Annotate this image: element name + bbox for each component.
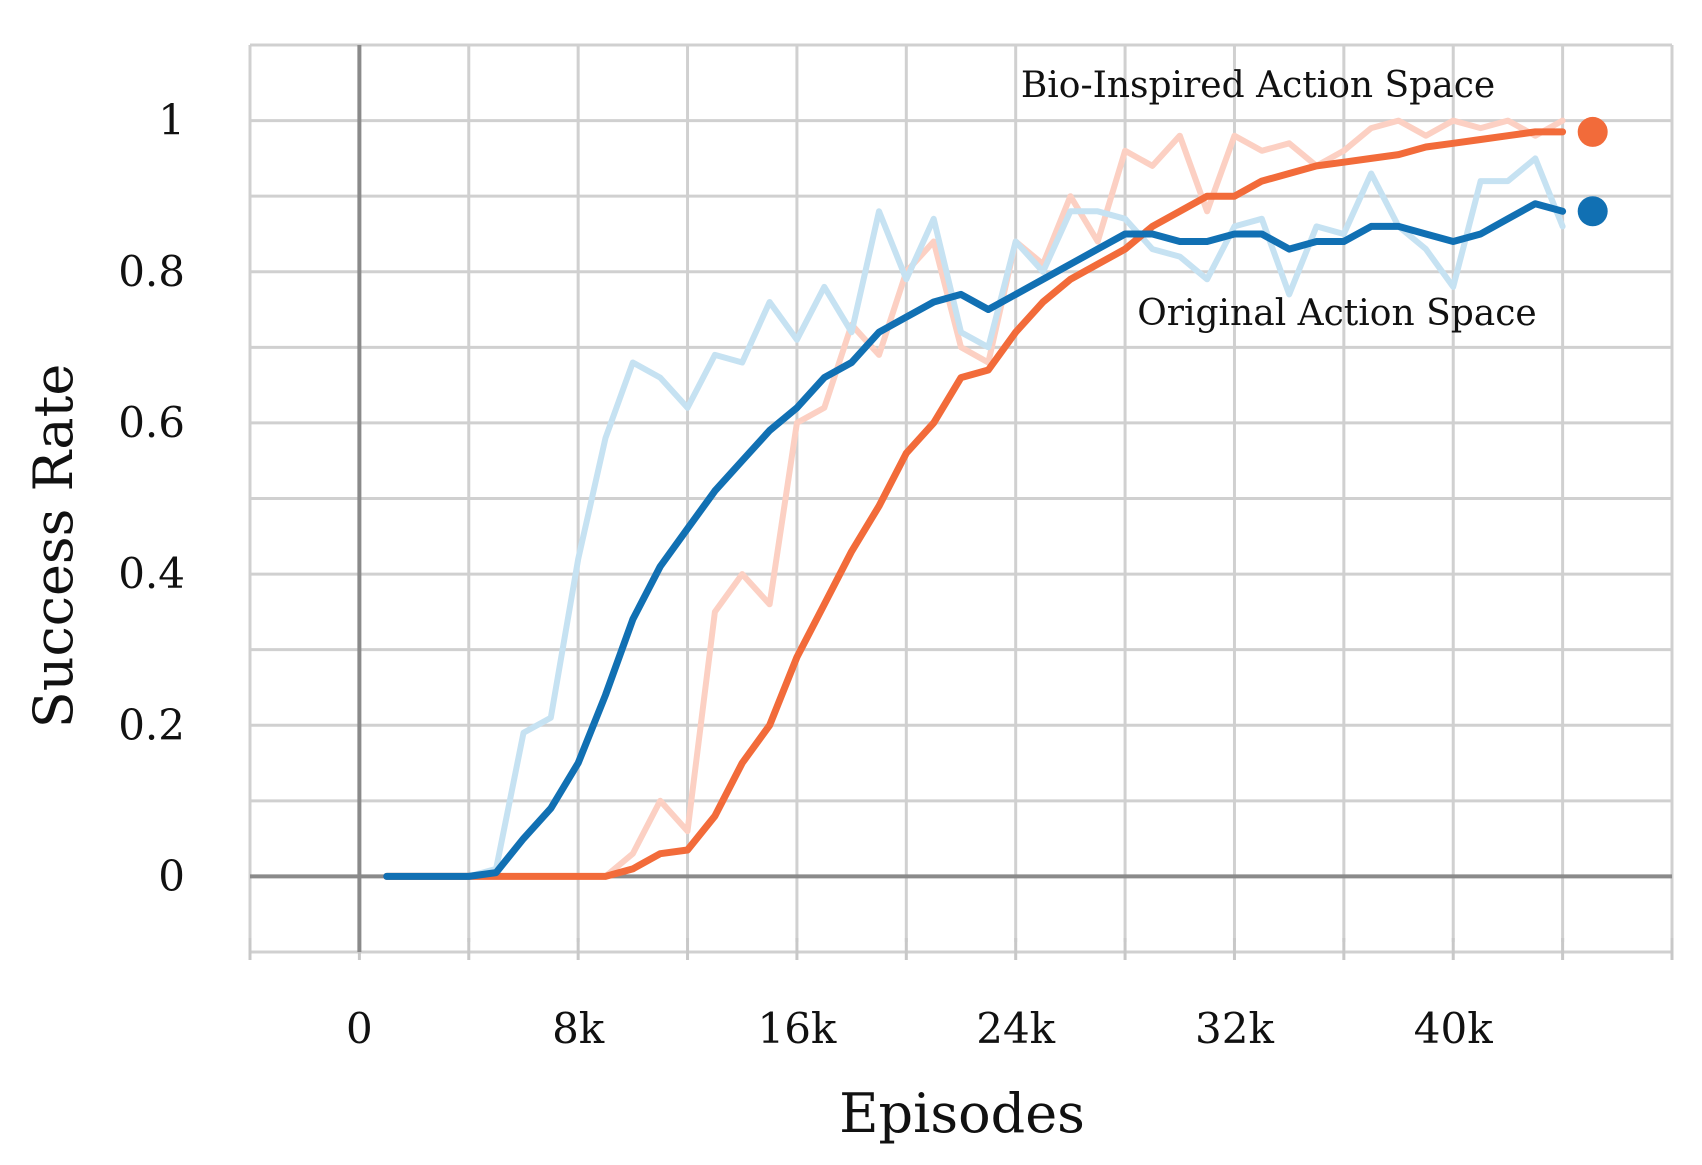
x-tick-label: 24k [976, 1004, 1055, 1053]
y-axis-title: Success Rate [22, 364, 85, 729]
y-tick-label: 0 [158, 851, 185, 900]
x-tick-label: 32k [1195, 1004, 1274, 1053]
series-line-orig [383, 200, 1567, 880]
y-tick-label: 0.2 [118, 700, 185, 749]
annotation-original: Original Action Space [1137, 293, 1536, 334]
grid [248, 43, 1674, 960]
x-tick-label: 16k [757, 1004, 836, 1053]
series-layer [383, 116, 1608, 880]
x-tick-label: 8k [552, 1004, 605, 1053]
x-tick-label: 40k [1414, 1004, 1493, 1053]
series-end-marker-orig [1577, 196, 1608, 227]
y-tick-label: 0.4 [118, 549, 185, 598]
annotation-bio-inspired: Bio-Inspired Action Space [1021, 65, 1495, 106]
series-raw-orig [383, 155, 1566, 880]
series-line-bio [383, 128, 1567, 880]
y-tick-label: 1 [158, 96, 185, 145]
ticks: 0 0.2 0.4 0.6 0.8 1 0 8k 16k 24k 32k 40k [118, 96, 1493, 1053]
series-end-marker-bio [1577, 116, 1608, 147]
y-tick-label: 0.6 [118, 398, 185, 447]
y-tick-label: 0.8 [118, 247, 185, 296]
x-axis-title: Episodes [839, 1082, 1085, 1145]
x-tick-label: 0 [346, 1004, 373, 1053]
